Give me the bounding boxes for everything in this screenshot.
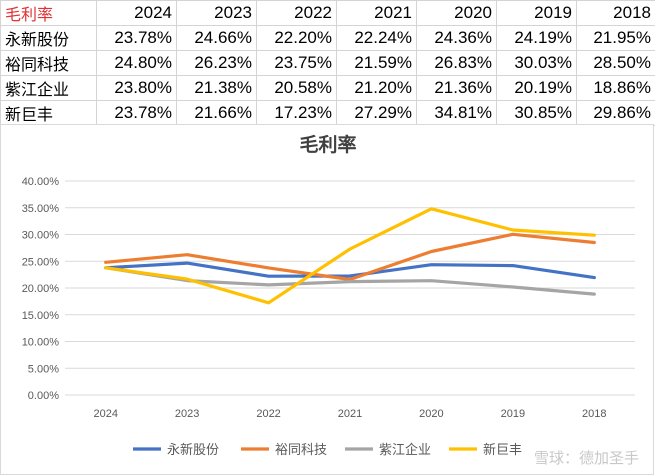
year-header-cell[interactable]: 2019 [496,0,577,26]
value-cell[interactable]: 24.19% [496,25,577,51]
spreadsheet-table: 毛利率 2024 2023 2022 2021 2020 2019 2018 永新股份 23.78… [0,0,655,126]
y-tick-label: 15.00% [22,310,60,322]
value-cell[interactable]: 23.75% [256,50,337,76]
year-header-cell[interactable]: 2024 [96,0,177,26]
line-chart: 毛利率 0.00% 5.00% 10.00% 15.00% 20.00% 25.00% 30.… [22,133,635,458]
table-row: 新巨丰 23.78% 21.66% 17.23% 27.29% 34.81% 30.85% 2… [0,100,655,126]
chart-title: 毛利率 [299,133,356,156]
table-row: 紫江企业 23.80% 21.38% 20.58% 21.20% 21.36% 20.19%… [0,75,655,101]
company-name-cell[interactable]: 紫江企业 [0,75,97,101]
table-row: 裕同科技 24.80% 26.23% 23.75% 21.59% 26.83% 30.03%… [0,50,655,76]
series-line [104,266,596,296]
y-tick-label: 30.00% [22,230,60,242]
x-tick-label: 2019 [501,408,525,420]
value-cell[interactable]: 30.85% [496,100,577,126]
value-cell[interactable]: 22.24% [336,25,417,51]
value-cell[interactable]: 21.59% [336,50,417,76]
chart-area: 毛利率 0.00% 5.00% 10.00% 15.00% 20.00% 25.00% 30.… [0,124,654,475]
y-tick-label: 0.00% [28,390,59,402]
legend-label: 永新股份 [167,442,219,458]
value-cell[interactable]: 26.83% [416,50,497,76]
year-header-cell[interactable]: 2021 [336,0,417,26]
value-cell[interactable]: 21.95% [576,25,655,51]
year-header-cell[interactable]: 2018 [576,0,655,26]
value-cell[interactable]: 21.20% [336,75,417,101]
value-cell[interactable]: 20.19% [496,75,577,101]
x-tick-label: 2023 [175,408,199,420]
watermark: 雪球：德加圣手 [533,449,639,467]
company-name-cell[interactable]: 永新股份 [0,25,97,51]
value-cell[interactable]: 26.23% [176,50,257,76]
year-header-cell[interactable]: 2023 [176,0,257,26]
company-name-cell[interactable]: 裕同科技 [0,50,97,76]
value-cell[interactable]: 30.03% [496,50,577,76]
y-tick-label: 20.00% [22,283,60,295]
year-header-cell[interactable]: 2020 [416,0,497,26]
value-cell[interactable]: 21.38% [176,75,257,101]
value-cell[interactable]: 23.78% [96,100,177,126]
y-tick-label: 10.00% [22,337,60,349]
y-tick-label: 5.00% [28,363,59,375]
x-tick-label: 2018 [582,408,606,420]
year-header-cell[interactable]: 2022 [256,0,337,26]
value-cell[interactable]: 23.78% [96,25,177,51]
table-row: 永新股份 23.78% 24.66% 22.20% 22.24% 24.36% 24.19%… [0,25,655,51]
value-cell[interactable]: 28.50% [576,50,655,76]
data-grid: 毛利率 2024 2023 2022 2021 2020 2019 2018 永新股份 23.78… [0,0,655,126]
value-cell[interactable]: 18.86% [576,75,655,101]
y-tick-label: 25.00% [22,256,60,268]
value-cell[interactable]: 29.86% [576,100,655,126]
y-tick-label: 40.00% [22,176,60,188]
x-tick-label: 2022 [256,408,280,420]
series-line [104,207,596,305]
header-row: 毛利率 2024 2023 2022 2021 2020 2019 2018 [0,0,655,26]
value-cell[interactable]: 34.81% [416,100,497,126]
y-tick-label: 35.00% [22,203,60,215]
legend-label: 新巨丰 [483,442,522,458]
series-line [104,232,596,282]
legend-label: 紫江企业 [379,442,431,458]
value-cell[interactable]: 24.66% [176,25,257,51]
x-tick-label: 2024 [93,408,117,420]
value-cell[interactable]: 24.36% [416,25,497,51]
value-cell[interactable]: 21.36% [416,75,497,101]
x-tick-label: 2020 [419,408,443,420]
value-cell[interactable]: 17.23% [256,100,337,126]
value-cell[interactable]: 27.29% [336,100,417,126]
legend-label: 裕同科技 [275,443,327,458]
table-title-cell[interactable]: 毛利率 [0,0,97,26]
value-cell[interactable]: 23.80% [96,75,177,101]
company-name-cell[interactable]: 新巨丰 [0,100,97,126]
x-tick-label: 2021 [338,408,362,420]
series-line [104,261,596,280]
value-cell[interactable]: 20.58% [256,75,337,101]
value-cell[interactable]: 21.66% [176,100,257,126]
value-cell[interactable]: 24.80% [96,50,177,76]
value-cell[interactable]: 22.20% [256,25,337,51]
